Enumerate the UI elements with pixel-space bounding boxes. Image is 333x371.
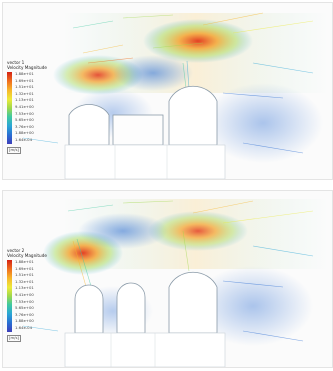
- legend-tick: 1.69e+01: [15, 265, 34, 271]
- legend-unit: [m/s]: [7, 335, 21, 342]
- legend-tick: 5.65e+00: [15, 117, 34, 123]
- legend-tick: 1.13e+01: [15, 285, 34, 291]
- legend-tick: 9.41e+00: [15, 291, 34, 297]
- legend-tick: 1.64e-04: [15, 324, 32, 330]
- legend-tick: 1.32e+01: [15, 278, 34, 284]
- legend-tick: 1.51e+01: [15, 84, 34, 90]
- cfd-velocity-panel-bottom: vector 2 Velocity Magnitude 1.88e+01 1.6…: [2, 190, 333, 368]
- legend-tick: 1.69e+01: [15, 77, 34, 83]
- legend-tick: 1.32e+01: [15, 90, 34, 96]
- legend-tick: 1.51e+01: [15, 272, 34, 278]
- legend-tick: 1.88e+00: [15, 130, 34, 136]
- legend-tick: 1.88e+00: [15, 318, 34, 324]
- velocity-vector-field-bottom: [22, 199, 328, 367]
- legend-ticks: 1.88e+01 1.69e+01 1.51e+01 1.32e+01 1.13…: [15, 71, 34, 144]
- legend-subtitle: Velocity Magnitude: [7, 252, 47, 258]
- color-legend-bottom: vector 2 Velocity Magnitude 1.88e+01 1.6…: [7, 248, 65, 342]
- legend-title: vector 2: [7, 248, 25, 253]
- legend-tick: 7.53e+00: [15, 110, 34, 116]
- legend-tick: 1.64e-04: [15, 136, 32, 142]
- legend-tick: 7.53e+00: [15, 298, 34, 304]
- legend-colorbar: [7, 260, 12, 332]
- legend-tick: 5.65e+00: [15, 305, 34, 311]
- legend-tick: 1.13e+01: [15, 97, 34, 103]
- legend-tick: 1.88e+01: [15, 259, 34, 264]
- velocity-vector-field-top: [22, 12, 328, 179]
- legend-tick: 9.41e+00: [15, 103, 34, 109]
- legend-tick: 3.76e+00: [15, 123, 34, 129]
- legend-tick: 3.76e+00: [15, 311, 34, 317]
- legend-ticks: 1.88e+01 1.69e+01 1.51e+01 1.32e+01 1.13…: [15, 259, 34, 332]
- legend-tick: 1.88e+01: [15, 71, 34, 76]
- legend-colorbar: [7, 72, 12, 144]
- color-legend-top: vector 1 Velocity Magnitude 1.88e+01 1.6…: [7, 60, 65, 154]
- cfd-velocity-panel-top: vector 1 Velocity Magnitude 1.88e+01 1.6…: [2, 2, 333, 180]
- legend-subtitle: Velocity Magnitude: [7, 64, 47, 70]
- legend-unit: [m/s]: [7, 147, 21, 154]
- legend-title: vector 1: [7, 60, 25, 65]
